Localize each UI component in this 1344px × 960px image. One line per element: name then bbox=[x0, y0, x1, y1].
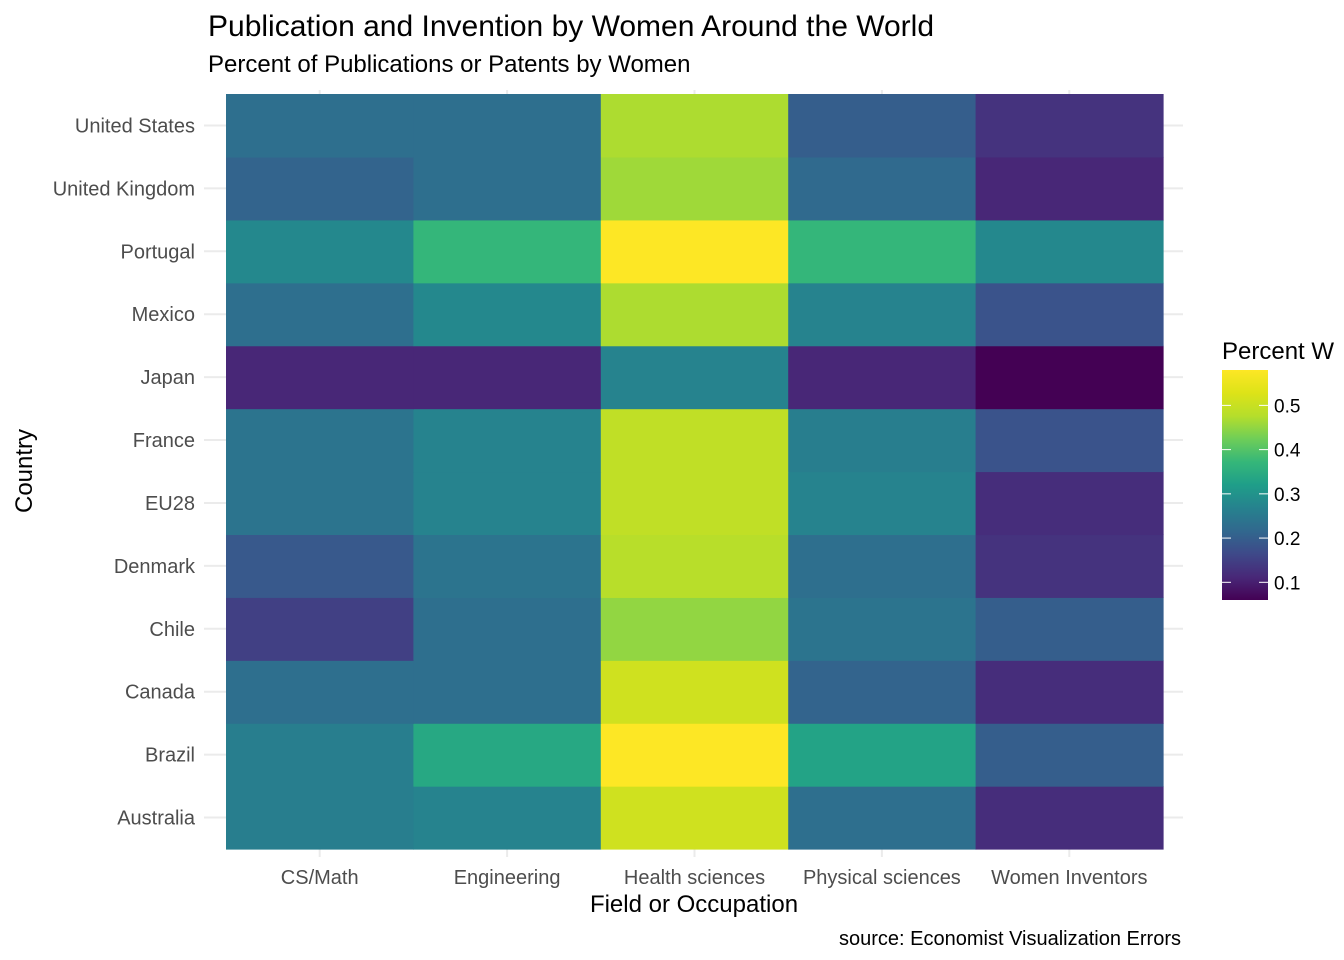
heatmap-cell bbox=[600, 723, 789, 787]
legend-tick-label: 0.1 bbox=[1274, 573, 1300, 594]
y-tick-label: France bbox=[133, 430, 195, 452]
heatmap-cell bbox=[975, 597, 1164, 661]
heatmap-cell bbox=[413, 660, 602, 724]
heatmap-cell bbox=[788, 282, 977, 347]
heatmap-cell bbox=[975, 345, 1164, 410]
y-tick-label: Denmark bbox=[114, 556, 196, 578]
y-tick-label: Australia bbox=[117, 808, 196, 830]
heatmap-cell bbox=[975, 408, 1164, 473]
legend-tick-label: 0.3 bbox=[1274, 485, 1300, 506]
heatmap-cell bbox=[413, 408, 602, 473]
heatmap-cell bbox=[600, 345, 789, 410]
y-tick-label: Portugal bbox=[121, 241, 196, 263]
heatmap-cell bbox=[413, 156, 602, 221]
heatmap-cell bbox=[413, 94, 602, 158]
y-axis-tick-labels: Australia Brazil Canada Chile Denmark EU28 Fra… bbox=[53, 115, 196, 829]
y-tick-label: Chile bbox=[149, 619, 195, 641]
heatmap-cell bbox=[600, 282, 789, 347]
heatmap-cell bbox=[788, 534, 977, 598]
heatmap-cell bbox=[788, 471, 977, 536]
heatmap-cell bbox=[600, 219, 789, 284]
heatmap-cell bbox=[413, 345, 602, 410]
heatmap-cell bbox=[226, 219, 414, 284]
heatmap-cell bbox=[226, 408, 414, 473]
heatmap-cell bbox=[975, 282, 1164, 347]
x-axis-title: Field or Occupation bbox=[590, 891, 798, 918]
heatmap-cell bbox=[600, 786, 789, 850]
heatmap-cell bbox=[600, 660, 789, 724]
legend-tick-label: 0.4 bbox=[1274, 441, 1301, 462]
heatmap-cells bbox=[226, 94, 1164, 850]
heatmap-cell bbox=[600, 534, 789, 598]
x-axis-tick-labels: CS/Math Engineering Health sciences Physica… bbox=[281, 867, 1148, 889]
y-tick-label: Canada bbox=[125, 682, 196, 704]
heatmap-cell bbox=[600, 94, 789, 158]
color-legend: Percent W 0.1 0.2 0.3 0.4 0.5 bbox=[1222, 338, 1334, 600]
heatmap-cell bbox=[226, 786, 414, 850]
heatmap-cell bbox=[788, 786, 977, 850]
heatmap-cell bbox=[975, 786, 1164, 850]
x-tick-label: Engineering bbox=[454, 867, 561, 889]
heatmap-cell bbox=[413, 597, 602, 661]
heatmap-cell bbox=[226, 660, 414, 724]
heatmap-cell bbox=[413, 282, 602, 347]
heatmap-cell bbox=[788, 408, 977, 473]
heatmap-cell bbox=[413, 471, 602, 536]
legend-ticks: 0.1 0.2 0.3 0.4 0.5 bbox=[1222, 396, 1301, 594]
heatmap-cell bbox=[975, 723, 1164, 787]
y-tick-label: EU28 bbox=[145, 493, 195, 515]
heatmap-cell bbox=[226, 597, 414, 661]
y-tick-label: United Kingdom bbox=[53, 178, 195, 200]
y-tick-label: Mexico bbox=[132, 304, 195, 326]
legend-tick-label: 0.5 bbox=[1274, 396, 1300, 417]
heatmap-cell bbox=[413, 723, 602, 787]
chart-caption: source: Economist Visualization Errors bbox=[839, 928, 1181, 950]
heatmap-cell bbox=[226, 156, 414, 221]
x-tick-label: Health sciences bbox=[624, 867, 765, 889]
heatmap-cell bbox=[600, 597, 789, 661]
x-tick-label: Women Inventors bbox=[991, 867, 1147, 889]
heatmap-cell bbox=[788, 597, 977, 661]
heatmap-cell bbox=[600, 408, 789, 473]
heatmap-cell bbox=[226, 345, 414, 410]
chart-title: Publication and Invention by Women Aroun… bbox=[208, 10, 934, 43]
legend-tick-label: 0.2 bbox=[1274, 529, 1300, 550]
heatmap-cell bbox=[975, 156, 1164, 221]
y-tick-label: Japan bbox=[141, 367, 196, 389]
heatmap-cell bbox=[788, 94, 977, 158]
y-tick-label: Brazil bbox=[145, 745, 195, 767]
heatmap-cell bbox=[788, 345, 977, 410]
legend-colorbar bbox=[1222, 370, 1268, 600]
heatmap-cell bbox=[975, 471, 1164, 536]
heatmap-cell bbox=[600, 471, 789, 536]
x-tick-label: CS/Math bbox=[281, 867, 359, 889]
heatmap-cell bbox=[226, 282, 414, 347]
heatmap-cell bbox=[975, 660, 1164, 724]
heatmap-cell bbox=[413, 534, 602, 598]
heatmap-cell bbox=[975, 94, 1164, 158]
heatmap-cell bbox=[788, 219, 977, 284]
heatmap-cell bbox=[226, 723, 414, 787]
heatmap-cell bbox=[226, 534, 414, 598]
x-tick-label: Physical sciences bbox=[803, 867, 961, 889]
legend-title: Percent W bbox=[1222, 338, 1334, 365]
heatmap-cell bbox=[226, 471, 414, 536]
heatmap-cell bbox=[413, 219, 602, 284]
heatmap-cell bbox=[413, 786, 602, 850]
heatmap-cell bbox=[226, 94, 414, 158]
y-axis-title: Country bbox=[11, 429, 38, 513]
heatmap-cell bbox=[975, 219, 1164, 284]
heatmap-cell bbox=[975, 534, 1164, 598]
heatmap-cell bbox=[788, 723, 977, 787]
y-tick-label: United States bbox=[75, 115, 195, 137]
heatmap-cell bbox=[600, 156, 789, 221]
heatmap-cell bbox=[788, 660, 977, 724]
chart-subtitle: Percent of Publications or Patents by Wo… bbox=[208, 51, 690, 78]
heatmap-cell bbox=[788, 156, 977, 221]
